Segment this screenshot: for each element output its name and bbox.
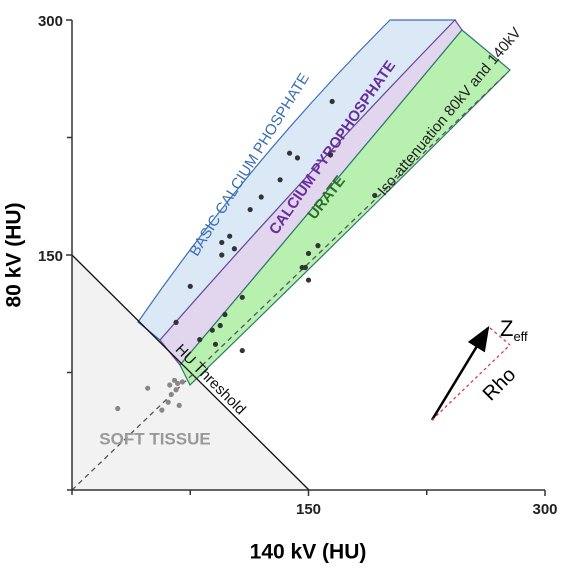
- data-point: [145, 385, 151, 391]
- data-point: [167, 382, 173, 388]
- zeff-arrow: [430, 325, 490, 421]
- data-point: [165, 399, 171, 405]
- data-point: [247, 206, 253, 213]
- soft-tissue-label: SOFT TISSUE: [99, 429, 210, 448]
- y-tick-label: 300: [38, 13, 63, 30]
- threshold-line: [71, 254, 310, 491]
- data-point: [159, 407, 165, 413]
- data-point: [171, 377, 178, 383]
- iso-line: [71, 74, 506, 491]
- data-point: [305, 250, 312, 257]
- data-point: [277, 177, 283, 183]
- zeff-label: Zeff: [500, 316, 528, 345]
- data-point: [329, 98, 335, 105]
- data-point: [302, 264, 308, 271]
- data-point: [187, 283, 193, 289]
- data-point: [239, 347, 245, 354]
- x-tick-label: 150: [296, 501, 321, 518]
- rho-label: Rho: [479, 364, 521, 406]
- x-axis-label: 140 kV (HU): [250, 541, 367, 564]
- data-point: [219, 239, 225, 246]
- data-point: [115, 405, 121, 412]
- data-point: [212, 341, 219, 347]
- urate-band: [179, 29, 511, 387]
- data-point: [173, 319, 179, 325]
- data-point: [231, 246, 237, 252]
- data-point: [227, 233, 233, 239]
- projection-line: [489, 327, 511, 346]
- data-point: [239, 294, 245, 300]
- data-point: [372, 192, 378, 199]
- data-point: [209, 327, 215, 333]
- data-point: [286, 150, 293, 156]
- data-point: [294, 155, 301, 161]
- data-point: [175, 380, 181, 387]
- rho-line: [431, 344, 511, 421]
- data-point: [197, 337, 203, 343]
- data-point: [315, 243, 321, 249]
- y-axis-label: 80 kV (HU): [3, 202, 26, 307]
- data-point: [258, 194, 264, 200]
- data-point: [327, 152, 334, 158]
- data-point: [168, 391, 174, 398]
- data-point: [222, 311, 228, 318]
- bcp-band: [137, 19, 457, 341]
- data-point: [305, 277, 312, 283]
- data-point: [179, 379, 185, 385]
- data-point: [176, 402, 182, 408]
- data-point: [217, 322, 223, 329]
- y-tick-label: 150: [38, 248, 63, 265]
- data-point: [219, 252, 225, 258]
- x-tick-label: 300: [532, 501, 557, 518]
- data-point: [173, 387, 179, 393]
